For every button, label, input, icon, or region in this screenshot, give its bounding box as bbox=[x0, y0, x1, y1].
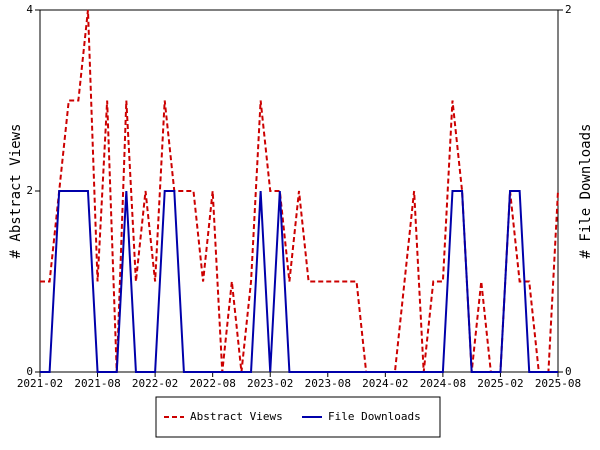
x-tick-label: 2023-02 bbox=[247, 377, 293, 390]
y-tick-label: 4 bbox=[26, 3, 33, 16]
x-tick-label: 2022-08 bbox=[189, 377, 235, 390]
y2-axis-label: # File Downloads bbox=[578, 124, 594, 259]
y-tick-label: 0 bbox=[26, 365, 33, 378]
data-line bbox=[40, 9, 559, 373]
legend-label: Abstract Views bbox=[190, 410, 283, 423]
data-line bbox=[40, 190, 558, 373]
x-tick-label: 2021-08 bbox=[74, 377, 120, 390]
x-tick-label: 2024-02 bbox=[362, 377, 408, 390]
y-axis-label: # Abstract Views bbox=[8, 124, 24, 259]
x-tick-label: 2023-08 bbox=[305, 377, 351, 390]
x-tick-label: 2025-08 bbox=[535, 377, 581, 390]
x-tick-label: 2025-02 bbox=[477, 377, 523, 390]
legend-label: File Downloads bbox=[328, 410, 421, 423]
y2-tick-label: 0 bbox=[565, 365, 572, 378]
x-tick-label: 2024-08 bbox=[420, 377, 466, 390]
x-tick-label: 2021-02 bbox=[17, 377, 63, 390]
x-tick-label: 2022-02 bbox=[132, 377, 178, 390]
legend-box bbox=[155, 396, 441, 438]
y-tick-label: 2 bbox=[26, 184, 33, 197]
y2-tick-label: 2 bbox=[565, 3, 572, 16]
